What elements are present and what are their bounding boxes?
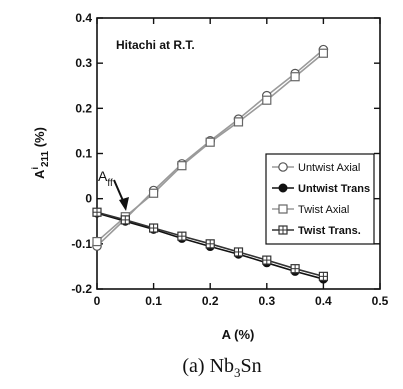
x-tick-label: 0: [94, 294, 101, 308]
legend-marker: [278, 162, 288, 172]
data-point: [318, 271, 328, 281]
data-point: [149, 223, 159, 233]
legend-entry: Untwist Trans: [272, 183, 370, 195]
y-tick-label: -0.1: [71, 237, 92, 251]
aff-arrow-head: [119, 197, 129, 211]
legend-entry: Twist Trans.: [272, 225, 361, 237]
legend: Untwist Axial Untwist Trans Twist Axial Twi…: [265, 153, 375, 245]
y-tick-label: 0.2: [75, 101, 92, 115]
aff-arrow-annotation: Aff: [98, 168, 129, 211]
x-tick-label: 0.1: [145, 294, 162, 308]
series-twist-trans: [92, 207, 328, 281]
series-twist-axial: [92, 48, 328, 247]
legend-entry: Untwist Axial: [272, 162, 360, 174]
x-tick-label: 0.2: [202, 294, 219, 308]
data-point: [233, 247, 244, 257]
data-point: [149, 188, 159, 198]
data-point: [290, 72, 300, 82]
legend-marker: [278, 204, 288, 214]
data-point: [290, 264, 300, 274]
data-point: [177, 231, 187, 241]
x-tick-label: 0.5: [372, 294, 389, 308]
y-tick-label: 0: [85, 192, 92, 206]
y-tick-label: 0.1: [75, 147, 92, 161]
figure-caption: (a) Nb3Sn: [182, 355, 261, 380]
data-point: [318, 48, 328, 58]
data-point: [233, 117, 244, 127]
legend-label: Twist Axial: [298, 204, 349, 216]
legend-entry: Twist Axial: [272, 204, 349, 216]
data-point: [205, 239, 215, 249]
data-point: [92, 236, 102, 247]
x-tick-label: 0.3: [258, 294, 275, 308]
condition-annotation: Hitachi at R.T.: [116, 38, 195, 52]
data-point: [92, 207, 102, 217]
y-tick-label: -0.2: [71, 282, 92, 296]
legend-label: Untwist Trans: [298, 183, 370, 195]
y-tick-label: 0.3: [75, 56, 92, 70]
series-layer: [92, 44, 329, 284]
data-point: [262, 95, 272, 105]
data-point: [177, 161, 187, 171]
legend-label: Twist Trans.: [298, 225, 361, 237]
legend-marker: [278, 183, 288, 193]
legend-marker: [278, 225, 288, 235]
x-tick-label: 0.4: [315, 294, 332, 308]
data-point: [120, 215, 130, 225]
data-point: [262, 255, 272, 265]
x-axis-label: A (%): [222, 327, 255, 342]
data-point: [205, 137, 215, 147]
y-axis-label: Ai211 (%): [30, 127, 51, 179]
legend-label: Untwist Axial: [298, 162, 360, 174]
axis-ticks: 0 0.1 0.2 0.3 0.4 0.5 -0.2 -0.1 0 0.1 0.2 0.3 0.4: [71, 11, 388, 308]
y-tick-label: 0.4: [75, 11, 92, 25]
legend-entries: Untwist Axial Untwist Trans Twist Axial Twi…: [272, 162, 370, 237]
aff-label: Aff: [98, 168, 113, 189]
